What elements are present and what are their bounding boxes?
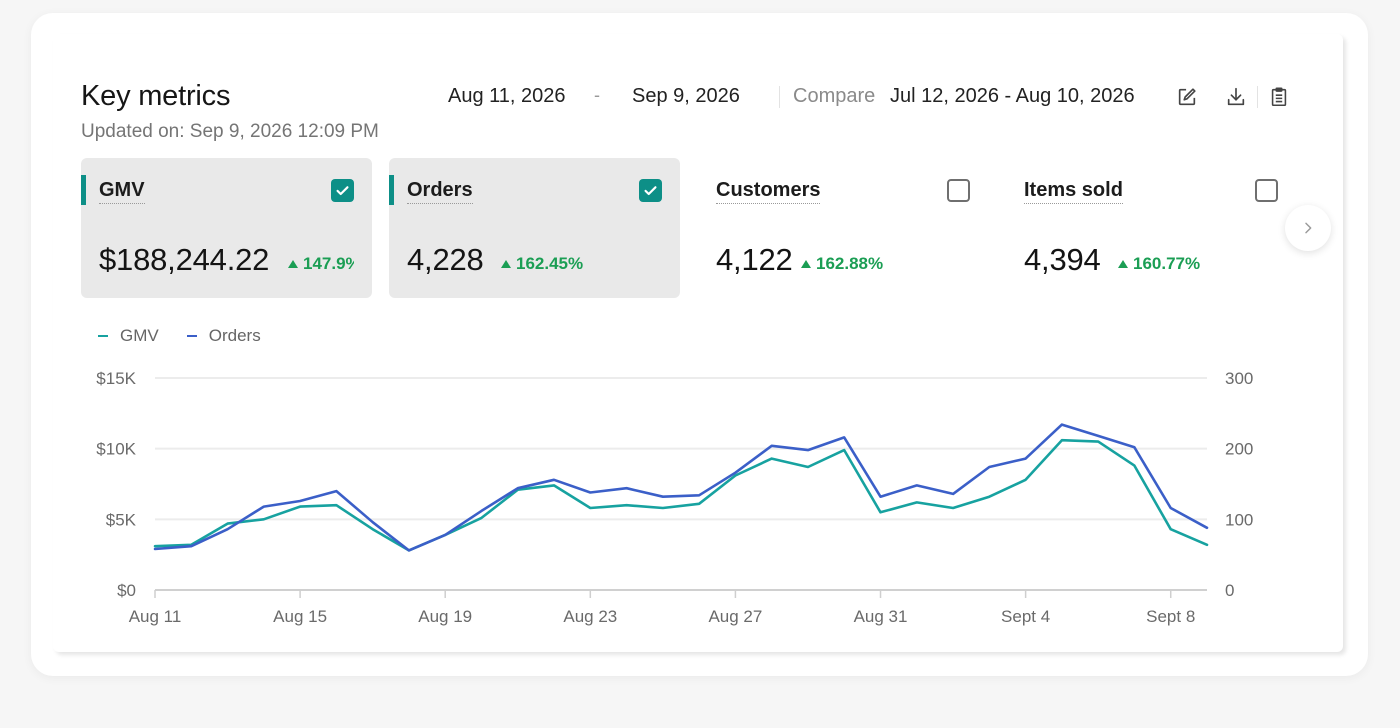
metric-change: 160.77% — [1118, 254, 1200, 274]
edit-icon[interactable] — [1174, 84, 1200, 110]
divider — [779, 86, 780, 108]
metric-label: GMV — [99, 179, 145, 204]
metric-card-customers[interactable]: Customers 4,122 162.88% — [716, 158, 1007, 298]
metric-card-items-sold[interactable]: Items sold 4,394 160.77% — [1024, 158, 1284, 298]
clipboard-icon[interactable] — [1266, 84, 1292, 110]
metric-label: Items sold — [1024, 179, 1123, 204]
legend-swatch — [186, 335, 197, 337]
checkbox-checked-icon[interactable] — [639, 179, 662, 202]
page-title: Key metrics — [81, 80, 231, 112]
metric-change: 162.45% — [501, 254, 583, 274]
compare-label: Compare — [793, 85, 876, 107]
metric-card-orders[interactable]: Orders 4,228 162.45% — [389, 158, 680, 298]
chevron-right-icon — [1305, 222, 1312, 234]
trend-up-icon — [501, 260, 511, 268]
checkbox-checked-icon[interactable] — [331, 179, 354, 202]
metric-change: 147.9% — [288, 254, 354, 274]
chart-legend: GMV Orders — [98, 325, 261, 347]
divider — [1257, 86, 1258, 108]
metric-label: Orders — [407, 179, 473, 204]
trend-up-icon — [288, 260, 298, 268]
metric-card-gmv[interactable]: GMV $188,244.22 147.9% — [81, 158, 372, 298]
date-range-start[interactable]: Aug 11, 2026 — [448, 85, 566, 107]
legend-swatch — [98, 335, 108, 337]
compare-date-range[interactable]: Jul 12, 2026 - Aug 10, 2026 — [890, 85, 1135, 107]
metric-value: 4,122 — [716, 242, 793, 277]
date-range-separator: - — [594, 85, 600, 105]
legend-label: GMV — [120, 326, 159, 345]
metric-label: Customers — [716, 179, 821, 204]
checkbox-unchecked-icon[interactable] — [1255, 179, 1278, 202]
download-icon[interactable] — [1223, 84, 1249, 110]
legend-item-gmv[interactable]: GMV — [98, 325, 159, 347]
trend-up-icon — [801, 260, 811, 268]
metric-change: 162.88% — [801, 254, 883, 274]
date-range-end[interactable]: Sep 9, 2026 — [632, 85, 740, 107]
checkbox-unchecked-icon[interactable] — [947, 179, 970, 202]
metric-value: 4,228 — [407, 242, 484, 277]
trend-up-icon — [1118, 260, 1128, 268]
updated-timestamp: Updated on: Sep 9, 2026 12:09 PM — [81, 121, 379, 142]
metric-value: 4,394 — [1024, 242, 1101, 277]
metric-accent-bar — [389, 175, 394, 205]
metric-value: $188,244.22 — [99, 242, 270, 277]
legend-label: Orders — [208, 326, 261, 345]
metric-accent-bar — [81, 175, 86, 205]
legend-item-orders[interactable]: Orders — [186, 325, 261, 347]
next-metrics-button[interactable] — [1285, 205, 1331, 251]
